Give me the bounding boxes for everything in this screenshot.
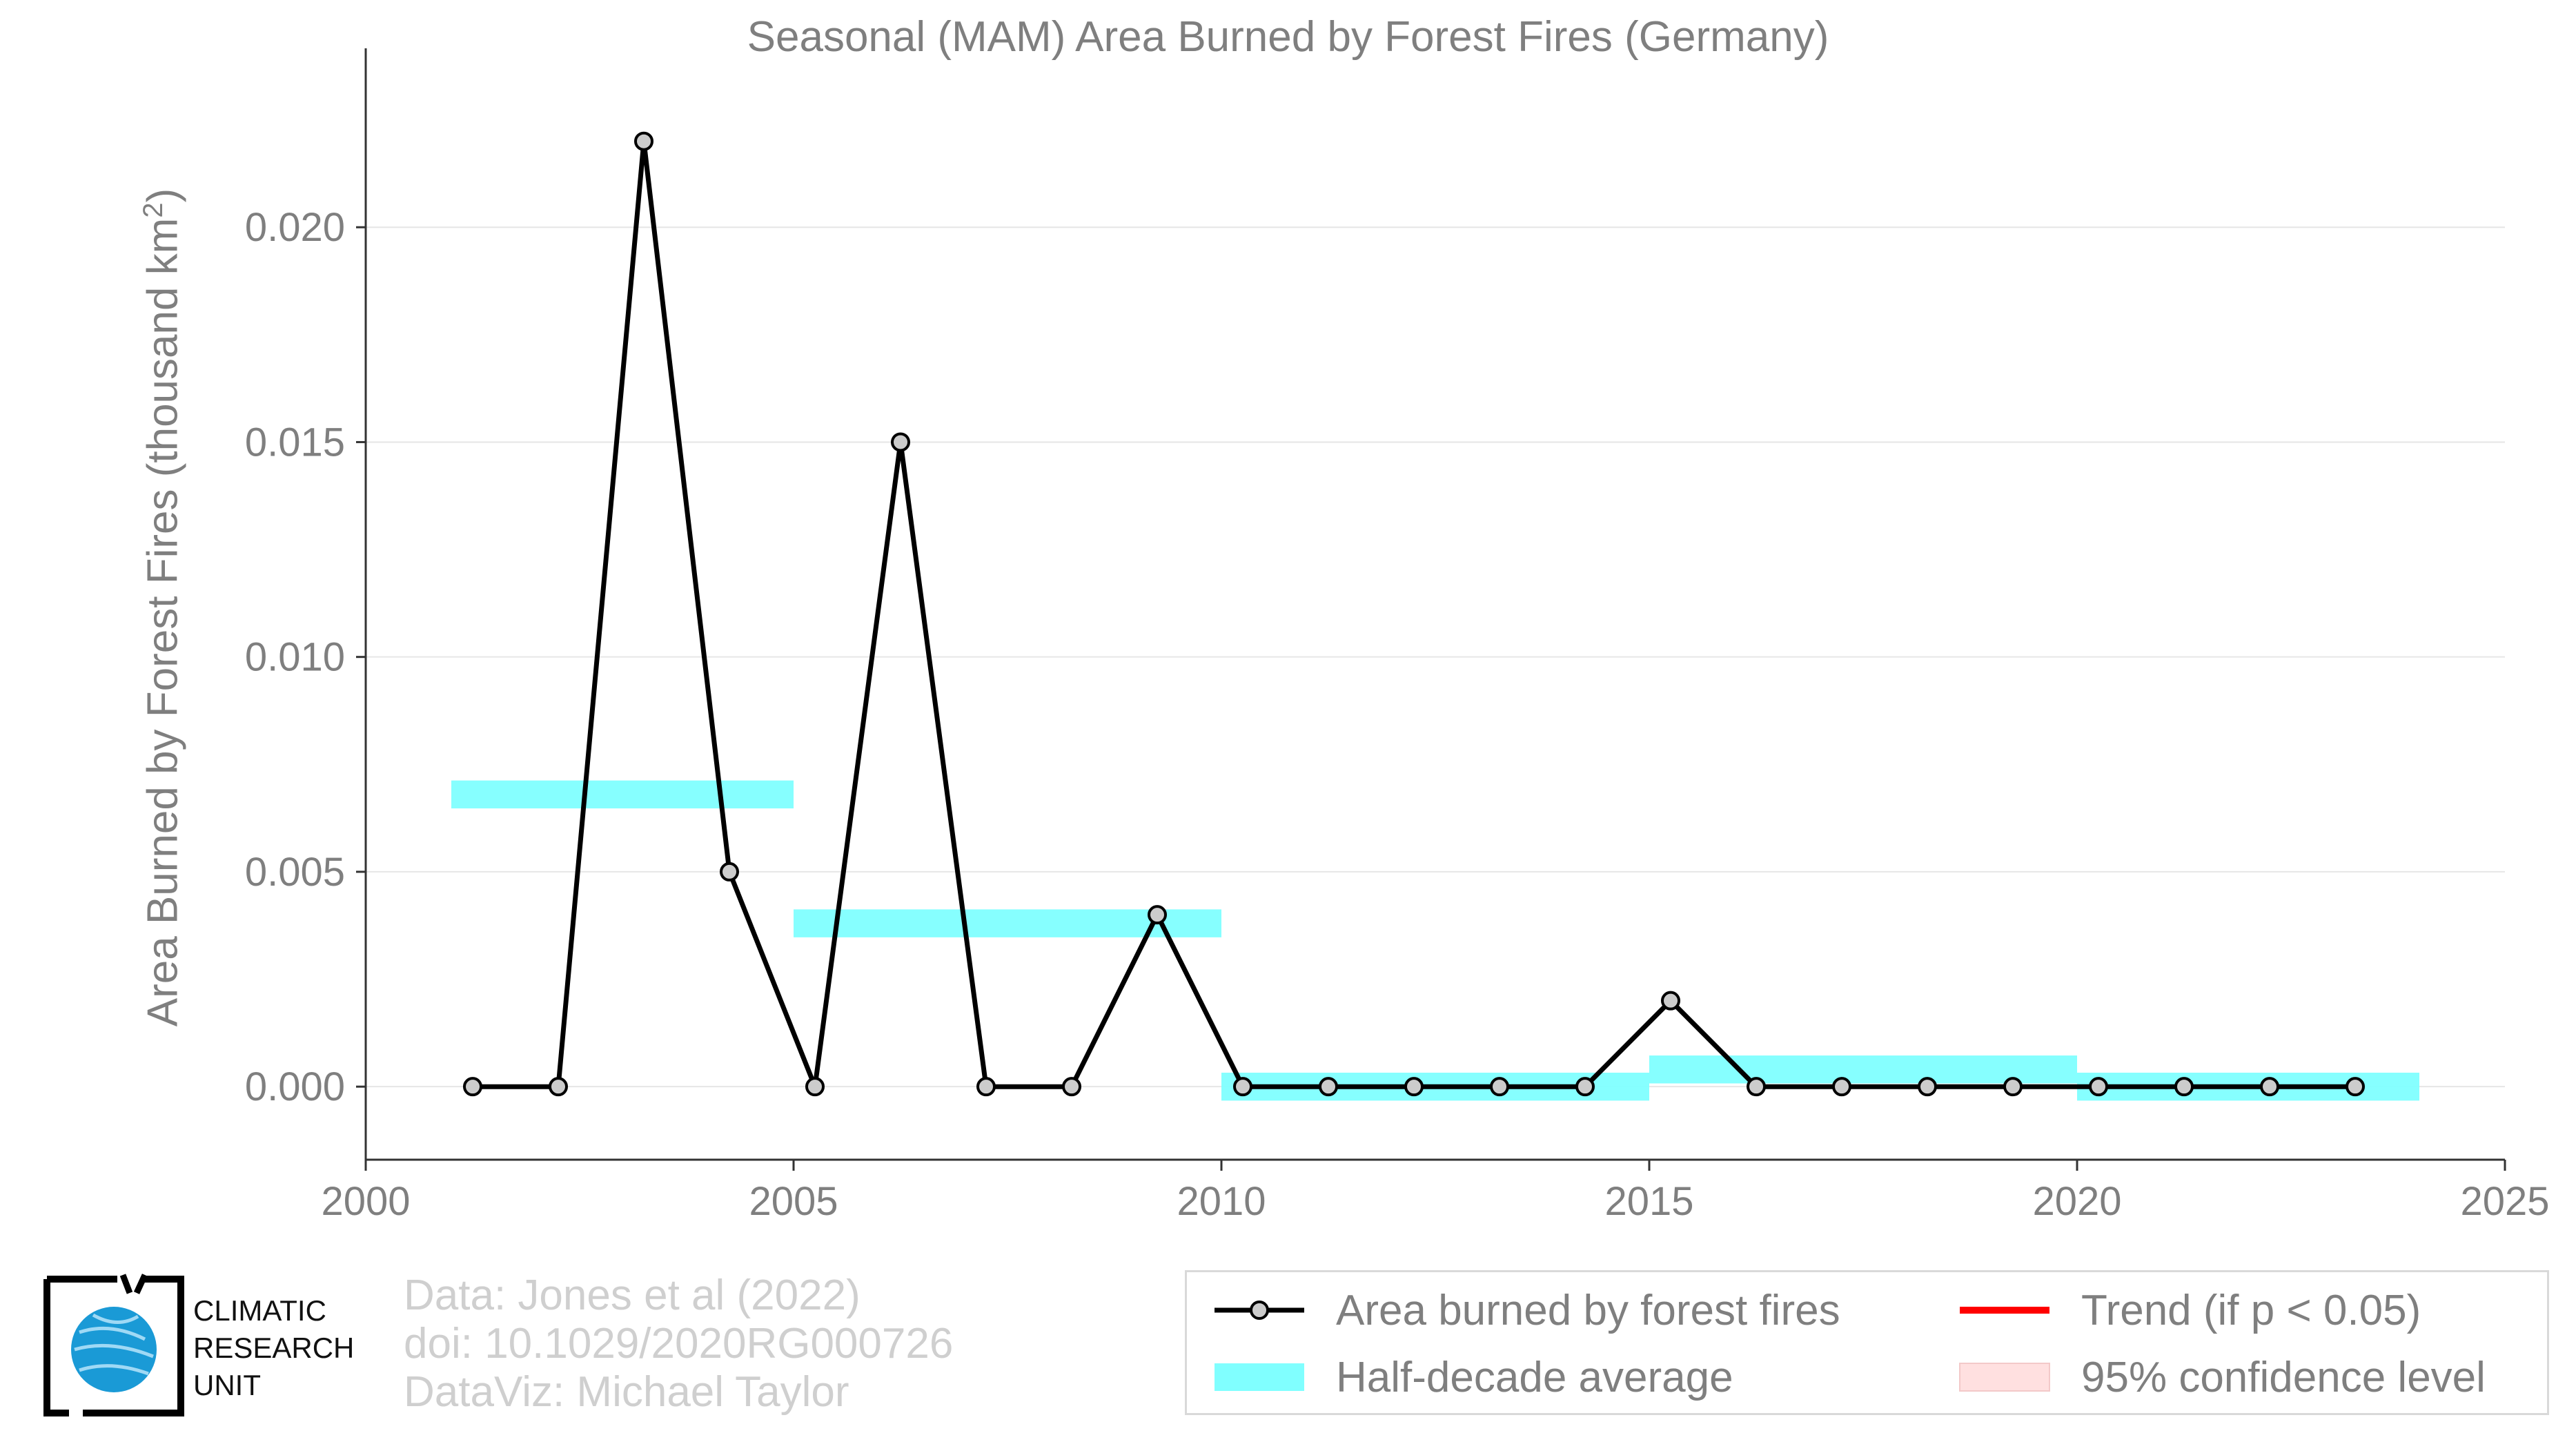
y-tick-label: 0.020: [245, 205, 345, 250]
data-point: [1918, 1077, 1937, 1097]
legend-label-area-burned: Area burned by forest fires: [1336, 1286, 1840, 1334]
data-point: [1832, 1077, 1851, 1097]
legend-item-confidence: 95% confidence level: [1953, 1350, 2486, 1405]
data-point: [1233, 1077, 1252, 1097]
y-tick-label: 0.010: [245, 635, 345, 680]
data-point: [549, 1077, 568, 1097]
data-point: [2089, 1077, 2108, 1097]
legend-item-trend: Trend (if p < 0.05): [1953, 1283, 2421, 1338]
data-point: [1404, 1077, 1424, 1097]
data-point: [1062, 1077, 1081, 1097]
data-point: [891, 432, 910, 452]
legend-item-half-decade: Half-decade average: [1208, 1350, 1733, 1405]
y-tick-label: 0.015: [245, 420, 345, 465]
legend-key-confidence-fill: [1959, 1363, 2050, 1392]
data-point: [1148, 905, 1167, 925]
x-tick-label: 2025: [2460, 1179, 2549, 1224]
logo-line-3: UNIT: [193, 1369, 261, 1401]
credits: Data: Jones et al (2022) doi: 10.1029/20…: [404, 1272, 953, 1416]
credit-data: Data: Jones et al (2022): [404, 1272, 861, 1319]
data-point: [720, 861, 739, 882]
legend-key-trend-line: [1960, 1307, 2049, 1314]
data-point: [1575, 1077, 1595, 1097]
legend-item-area-burned: Area burned by forest fires: [1208, 1283, 1840, 1338]
x-tick-label: 2020: [2032, 1179, 2121, 1224]
x-tick-label: 2005: [749, 1179, 838, 1224]
x-tick-label: 2015: [1604, 1179, 1693, 1224]
data-point: [1661, 991, 1680, 1011]
data-point: [2346, 1077, 2365, 1097]
series-line-area-burned: [473, 139, 2355, 1089]
data-point: [634, 131, 653, 151]
half-decade-band: [1649, 1055, 2077, 1084]
legend-label-confidence: 95% confidence level: [2081, 1353, 2486, 1401]
legend: Area burned by forest fires Half-decade …: [1185, 1270, 2549, 1415]
data-point: [976, 1077, 996, 1097]
logo-text: CLIMATIC RESEARCH UNIT: [193, 1292, 354, 1404]
y-tick-label: 0.000: [245, 1064, 345, 1109]
data-point: [2174, 1077, 2194, 1097]
legend-key-band: [1215, 1363, 1304, 1391]
data-point: [2003, 1077, 2023, 1097]
logo-line-2: RESEARCH: [193, 1332, 355, 1364]
legend-label-trend: Trend (if p < 0.05): [2081, 1286, 2421, 1334]
globe-icon: [43, 1274, 184, 1416]
data-point: [1490, 1077, 1509, 1097]
credit-dataviz: DataViz: Michael Taylor: [404, 1368, 849, 1416]
credit-doi: doi: 10.1029/2020RG000726: [404, 1320, 954, 1367]
y-tick-label: 0.005: [245, 850, 345, 895]
data-point: [805, 1077, 825, 1097]
half-decade-band: [451, 780, 794, 809]
legend-label-half-decade: Half-decade average: [1336, 1353, 1733, 1401]
x-tick-label: 2000: [321, 1179, 410, 1224]
x-tick-label: 2010: [1177, 1179, 1266, 1224]
logo-line-1: CLIMATIC: [193, 1294, 326, 1327]
data-point: [1319, 1077, 1338, 1097]
data-point: [463, 1077, 482, 1097]
data-point: [1747, 1077, 1766, 1097]
data-point: [2260, 1077, 2279, 1097]
chart-title: Seasonal (MAM) Area Burned by Forest Fir…: [747, 13, 1829, 61]
legend-key-line-marker: [1215, 1301, 1304, 1320]
